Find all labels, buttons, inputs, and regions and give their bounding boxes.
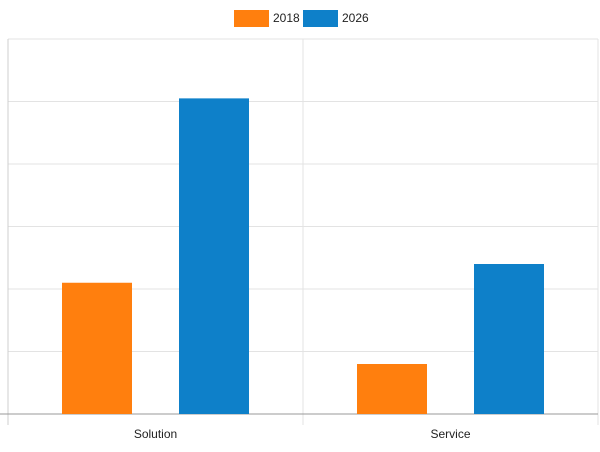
x-tick-label: Solution [134,427,177,441]
legend-swatch [303,10,338,27]
legend-swatch [234,10,269,27]
bar [474,264,544,414]
legend-label: 2018 [273,11,300,25]
x-tick-label: Service [430,427,470,441]
bar [179,98,249,414]
legend-label: 2026 [342,11,369,25]
bar [357,364,427,414]
bar [62,282,132,414]
